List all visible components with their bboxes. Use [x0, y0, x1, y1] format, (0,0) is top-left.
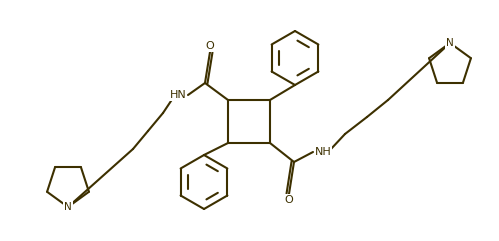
Text: O: O	[206, 41, 215, 51]
Text: N: N	[64, 202, 72, 212]
Text: O: O	[284, 195, 293, 205]
Text: NH: NH	[315, 147, 331, 157]
Text: HN: HN	[170, 90, 186, 100]
Text: N: N	[446, 38, 454, 48]
